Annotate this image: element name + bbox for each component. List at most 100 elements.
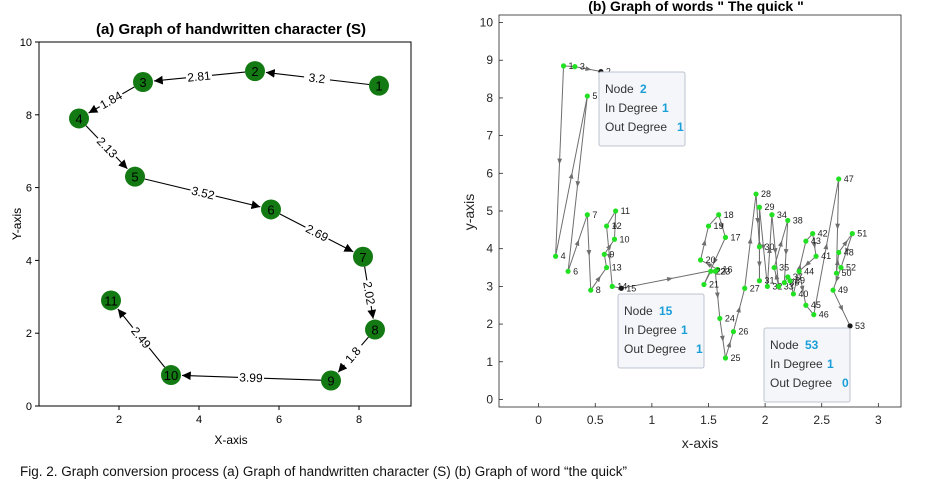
edge-direction-arrow <box>719 223 724 230</box>
graph-node <box>742 285 748 291</box>
graph-node <box>365 319 385 340</box>
tooltip-box <box>617 293 705 369</box>
y-tick-label: 2 <box>26 328 32 340</box>
node-label: 16 <box>723 264 733 274</box>
node-label: 18 <box>724 210 734 220</box>
graph-node <box>369 75 389 96</box>
y-tick-label: 3 <box>486 279 493 293</box>
node-label: 9 <box>609 249 614 259</box>
tooltip-row-value: 53 <box>805 338 819 352</box>
graph-node <box>601 251 607 257</box>
node-label: 30 <box>764 242 774 252</box>
graph-node <box>796 268 802 274</box>
x-tick-label: 1 <box>649 413 656 427</box>
node-label: 10 <box>620 234 630 244</box>
y-tick-label: 9 <box>486 53 493 67</box>
node-label: 3 <box>580 62 585 72</box>
y-tick-label: 0 <box>486 392 493 406</box>
node-info-tooltip: Node 2 In Degree 1 Out Degree 1 <box>598 71 686 147</box>
tooltip-row-label: Out Degree <box>624 342 686 356</box>
node-label: 48 <box>844 247 854 257</box>
node-label: 50 <box>841 268 851 278</box>
tooltip-box <box>763 327 851 403</box>
chart-handwritten-character: (a) Graph of handwritten character (S) 2… <box>10 21 412 447</box>
edge-direction-arrow <box>796 264 802 271</box>
y-tick-label: 7 <box>486 129 493 143</box>
edge-label-bg <box>188 182 218 203</box>
tooltip-row-label: In Degree <box>624 323 677 337</box>
graph-node <box>697 257 704 263</box>
edge-label-bg <box>237 369 265 386</box>
node-label: 44 <box>804 266 814 276</box>
edge-direction-arrow <box>774 273 780 280</box>
node-label: 25 <box>730 353 740 363</box>
edge-label-bg <box>302 220 333 246</box>
edge-label-bg <box>127 322 156 353</box>
y-tick-label: 4 <box>26 255 32 267</box>
graph-node <box>753 191 759 197</box>
tooltip-row-label: Out Degree <box>770 376 832 390</box>
edge-direction-arrow <box>736 306 741 313</box>
y-tick-label: 0 <box>26 401 32 413</box>
tooltip-row-value: 1 <box>662 101 669 115</box>
edge-direction-arrow <box>701 239 707 246</box>
edge-direction-arrow <box>835 275 841 283</box>
node-label: 4 <box>561 251 566 261</box>
node-label: 11 <box>104 293 118 308</box>
x-tick-label: 2.5 <box>813 413 830 427</box>
graph-node <box>756 244 763 250</box>
graph-node <box>572 64 578 70</box>
graph-node <box>833 270 840 276</box>
chart-a-xlabel: X-axis <box>214 433 247 447</box>
graph-node <box>730 329 737 335</box>
node-label: 33 <box>784 281 794 291</box>
graph-node <box>353 246 373 267</box>
graph-node <box>836 176 842 182</box>
edge-direction-arrow <box>823 243 829 250</box>
node-label: 6 <box>573 266 578 276</box>
node-label: 35 <box>779 263 789 273</box>
y-tick-label: 5 <box>486 204 493 218</box>
edge-label-bg <box>359 279 380 308</box>
node-info-tooltip: Node 15 In Degree 1 Out Degree 1 <box>617 293 705 369</box>
edge-label-bg <box>95 86 126 113</box>
edge-direction-arrow <box>799 285 805 292</box>
node-label: 13 <box>612 263 622 273</box>
chart-b-xlabel: x-axis <box>682 435 719 451</box>
x-tick-label: 3 <box>875 413 882 427</box>
y-tick-label: 6 <box>26 183 32 195</box>
node-label: 28 <box>761 189 771 199</box>
node-label: 46 <box>819 310 829 320</box>
node-label: 15 <box>626 283 636 293</box>
chart-a-title: (a) Graph of handwritten character (S) <box>96 21 366 38</box>
edge-direction-arrow <box>574 239 580 247</box>
node-label: 17 <box>730 232 740 242</box>
edge-label-bg <box>185 67 213 85</box>
node-label: 1 <box>569 61 574 71</box>
y-tick-label: 10 <box>20 37 32 49</box>
node-label: 7 <box>592 210 597 220</box>
chart-word-graph: (b) Graph of words " The quick " 0 0.5 1 1.… <box>461 0 902 451</box>
edge-label-bg <box>303 68 331 87</box>
graph-node <box>722 234 729 240</box>
node-label: 21 <box>709 280 719 290</box>
tooltip-row-label: Node <box>624 304 653 318</box>
tooltip-row-label: Node <box>770 338 799 352</box>
edge-direction-arrow <box>719 335 725 342</box>
node-label: 53 <box>855 321 865 331</box>
graph-node <box>717 315 723 322</box>
graph-node <box>803 238 809 244</box>
graph-node <box>588 287 594 293</box>
edge-direction-arrow <box>705 262 713 268</box>
y-tick-label: 10 <box>480 16 494 30</box>
y-tick-label: 8 <box>26 110 32 122</box>
graph-node <box>321 370 341 391</box>
edge-weight-label: 3.52 <box>190 184 216 203</box>
edge-direction-arrow <box>811 242 817 249</box>
graph-node <box>830 287 836 293</box>
node-label: 52 <box>846 263 856 273</box>
node-label: 26 <box>738 327 748 337</box>
edge-label-bg <box>92 132 122 162</box>
graph-node <box>708 268 714 274</box>
graph-node <box>618 285 624 291</box>
